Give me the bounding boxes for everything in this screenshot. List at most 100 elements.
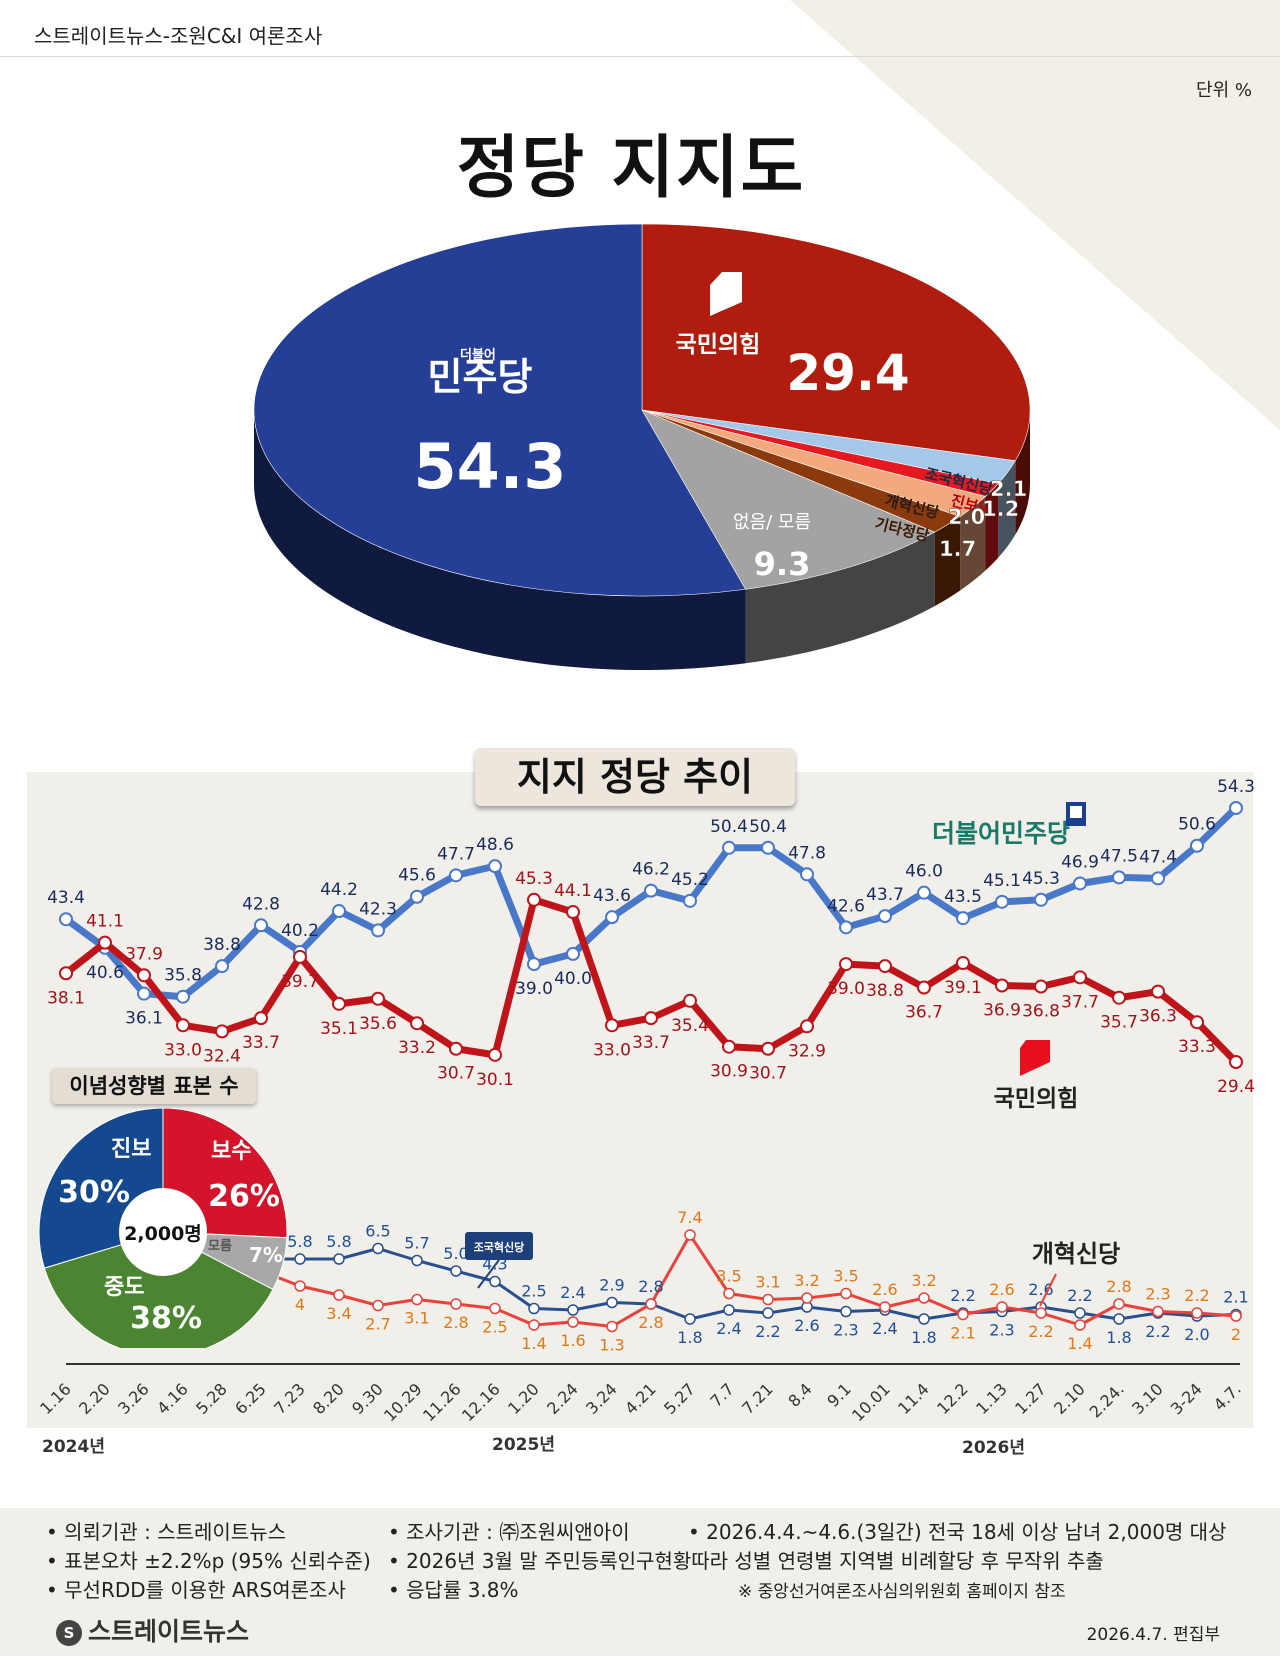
point-ppp-30 [1229,1055,1243,1069]
label-none: 없음/ 모름 [733,512,811,533]
value-ppp: 29.4 [786,344,909,402]
point-reform-23 [1152,1305,1164,1318]
point-ppp-25 [1034,979,1048,994]
point-dem-11 [488,859,502,874]
label-reform-9: 1.3 [599,1336,624,1355]
tick-25: 1.27 [1011,1379,1050,1418]
value-dem: 54.3 [414,430,567,503]
point-ppp-13 [566,905,580,920]
point-rebuild-7 [528,1302,540,1315]
point-ppp-10 [449,1041,463,1056]
point-ppp-23 [956,956,970,971]
point-reform-21 [1074,1319,1086,1331]
point-dem-5 [254,918,268,933]
label-dem-16: 45.2 [671,870,709,890]
point-ppp-12 [527,892,541,907]
label-dem-15: 46.2 [632,860,670,880]
point-ppp-7 [332,996,346,1011]
point-rebuild-11 [684,1313,696,1325]
label-reform-19: 2.6 [989,1280,1014,1299]
label-rebuild-18: 2.2 [950,1286,975,1305]
tick-1: 2.20 [75,1379,114,1418]
label-reform-16: 2.6 [872,1280,897,1299]
tick-6: 7.23 [270,1379,309,1418]
label-dem-6: 40.2 [281,921,319,941]
series-line-reform [260,1233,1237,1328]
label-ppp-20: 39.0 [827,979,865,999]
tick-30: 4.7. [1210,1379,1245,1414]
footer-method: • 무선RDD를 이용한 ARS여론조사 [46,1578,346,1602]
point-dem-18 [761,840,775,855]
point-dem-24 [995,894,1009,909]
year-label-2025: 2025년 [492,1435,555,1455]
point-dem-15 [644,883,658,898]
label-ppp-15: 33.7 [632,1033,670,1053]
logo-icon: S [56,1620,82,1646]
label-rebuild-25: 2.1 [1223,1288,1248,1307]
point-ppp-24 [995,978,1009,993]
label-ppp-8: 35.6 [359,1014,397,1034]
label-dem-12: 39.0 [515,979,553,999]
label-ppp-28: 36.3 [1139,1007,1177,1027]
label-ppp-5: 33.7 [242,1033,280,1053]
tick-29: 3-24 [1167,1379,1206,1418]
label-dem-1: 40.6 [86,963,124,983]
footer-sampling: • 2026년 3월 말 주민등록인구현황따라 성별 연령별 지역별 비례할당 … [388,1549,1104,1573]
point-dem-17 [722,840,736,855]
label-dem-4: 38.8 [203,935,241,955]
point-ppp-21 [878,959,892,974]
label-rebuild-22: 1.8 [1106,1328,1131,1347]
ideo-label-30: 진보 [111,1137,151,1162]
point-dem-28 [1151,871,1165,886]
label-dem-5: 42.8 [242,894,280,914]
label-reform-8: 1.6 [560,1331,585,1350]
label-rebuild-9: 2.9 [599,1276,624,1295]
pie-side-2-0 [960,496,986,591]
label-ppp-30: 29.4 [1217,1077,1255,1097]
point-ppp-22 [917,980,931,995]
label-dem-small: 더불어 [460,347,496,363]
label-dem-28: 47.4 [1139,847,1177,867]
tick-15: 4.21 [621,1379,660,1418]
point-rebuild-1 [294,1253,306,1265]
point-reform-14 [801,1292,813,1304]
label-reform-23: 2.3 [1145,1285,1170,1304]
ideo-value-7: 7% [249,1243,283,1267]
point-reform-4 [411,1293,423,1306]
tick-2: 3.26 [114,1379,153,1418]
label-ppp-9: 33.2 [398,1038,436,1058]
tick-18: 7.21 [738,1379,777,1418]
series-line-rebuild [261,1247,1237,1321]
point-dem-26 [1073,876,1087,891]
label-ppp-16: 35.4 [671,1016,709,1036]
footer-client: • 의뢰기관 : 스트레이트뉴스 [46,1520,287,1544]
tick-7: 8.20 [309,1379,348,1418]
rebuild-badge [465,1232,533,1260]
point-rebuild-2 [333,1253,345,1265]
label-reform-2: 3.4 [326,1304,351,1323]
label-reform-17: 3.2 [911,1271,936,1290]
label-dem-2: 36.1 [125,1009,163,1029]
label-rebuild-23: 2.2 [1145,1322,1170,1341]
year-label-2026: 2026년 [962,1438,1025,1458]
label-ppp-2: 37.9 [125,944,163,964]
point-rebuild-6 [489,1275,501,1288]
label-reform-11: 7.4 [677,1208,702,1227]
point-reform-16 [879,1301,891,1313]
point-ppp-16 [683,993,697,1008]
reform-arrow [1039,1273,1057,1307]
label-rebuild-13: 2.2 [755,1322,780,1341]
footer-margin: • 표본오차 ±2.2%p (95% 신뢰수준) [46,1549,371,1573]
point-reform-3 [372,1299,384,1312]
label-rebuild-16: 2.4 [872,1319,897,1338]
tick-4: 5.28 [192,1379,231,1418]
label-ppp-19: 32.9 [788,1041,826,1061]
ideo-value-30: 30% [58,1175,130,1210]
label-reform-22: 2.8 [1106,1277,1131,1296]
tick-24: 1.13 [972,1379,1011,1418]
label-rebuild-17: 1.8 [911,1328,936,1347]
pie-side-1-2 [985,483,999,571]
main-title: 정당 지지도 [456,129,806,208]
point-ppp-8 [371,991,385,1006]
